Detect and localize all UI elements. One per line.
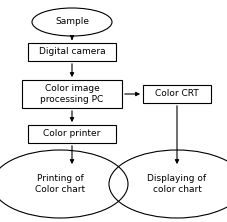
Text: Color printer: Color printer <box>43 129 101 139</box>
Bar <box>143 85 211 103</box>
Bar <box>28 125 116 143</box>
Text: Sample: Sample <box>55 18 89 26</box>
Text: Color CRT: Color CRT <box>155 89 199 99</box>
Text: Color image
processing PC: Color image processing PC <box>40 84 104 104</box>
Bar <box>28 43 116 61</box>
Bar <box>22 80 122 108</box>
Text: Digital camera: Digital camera <box>39 48 105 57</box>
Text: Printing of
Color chart: Printing of Color chart <box>35 174 85 194</box>
Text: Displaying of
color chart: Displaying of color chart <box>148 174 207 194</box>
